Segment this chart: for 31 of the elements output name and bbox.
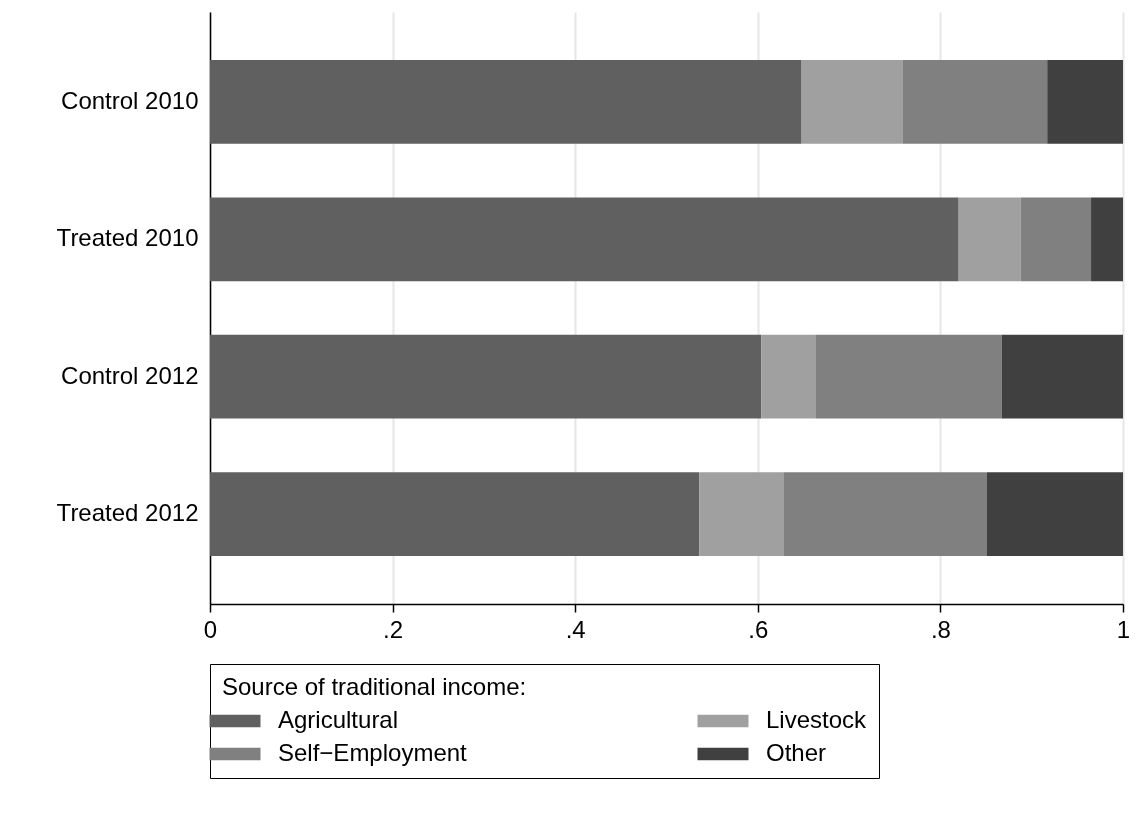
bar [1001, 334, 1123, 419]
bar [986, 472, 1123, 556]
bar [699, 472, 784, 556]
y-tick-label: Treated 2012 [56, 499, 199, 527]
bar [210, 197, 959, 282]
x-tick-label: .4 [565, 615, 586, 643]
x-tick-label: .2 [383, 615, 404, 643]
bar [210, 60, 802, 144]
x-tick-label: 0 [203, 615, 218, 643]
bar [210, 472, 700, 556]
bar [1020, 197, 1092, 282]
bar [1047, 60, 1123, 144]
bar [783, 472, 987, 556]
y-tick-label: Control 2010 [61, 86, 199, 114]
y-tick-label: Treated 2010 [56, 224, 199, 252]
legend-label: Livestock [766, 706, 868, 733]
x-tick-label: .6 [748, 615, 769, 643]
y-tick-label: Control 2012 [61, 361, 199, 389]
bar [801, 60, 903, 144]
legend-label: Other [766, 739, 827, 766]
legend-title: Source of traditional income: [222, 673, 527, 700]
bar [210, 334, 762, 419]
bar [1091, 197, 1123, 282]
bar [958, 197, 1021, 282]
x-tick-label: .8 [930, 615, 951, 643]
bar [815, 334, 1002, 419]
legend-label: Agricultural [278, 706, 399, 733]
bar [761, 334, 816, 419]
bar [902, 60, 1048, 144]
x-tick-label: 1 [1116, 615, 1131, 643]
legend-label: Self−Employment [278, 739, 468, 766]
